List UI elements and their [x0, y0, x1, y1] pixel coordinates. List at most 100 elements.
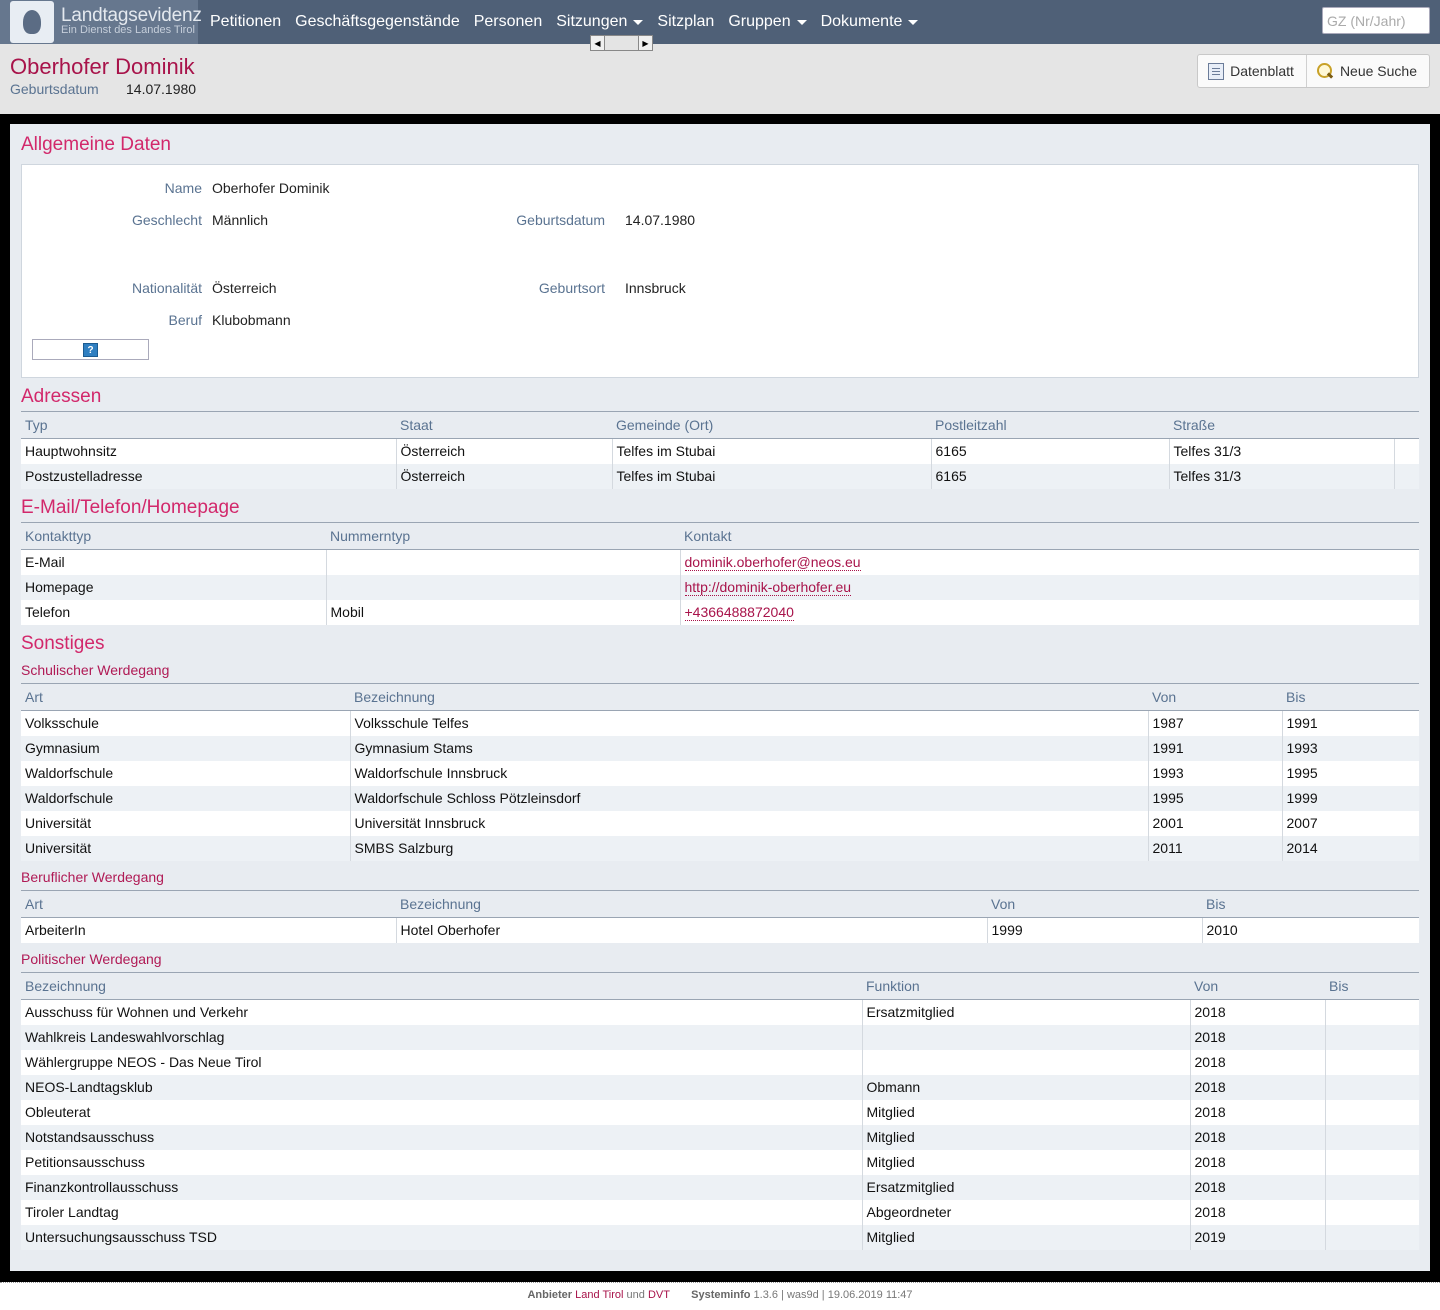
- contact-link[interactable]: +4366488872040: [684, 604, 794, 621]
- table-cell: Postzustelladresse: [21, 463, 397, 489]
- table-cell: Ausschuss für Wohnen und Verkehr: [21, 999, 863, 1025]
- table-cell: Universität: [21, 810, 351, 836]
- table-cell: http://dominik-oberhofer.eu: [680, 574, 1419, 600]
- column-header[interactable]: Bezeichnung: [350, 683, 1148, 711]
- table-cell: 2018: [1190, 1199, 1326, 1225]
- column-header[interactable]: Bis: [1325, 972, 1419, 1000]
- top-navbar: Landtagsevidenz Ein Dienst des Landes Ti…: [0, 0, 1440, 44]
- nav-item-label: Sitzungen: [556, 13, 628, 30]
- column-header[interactable]: Typ: [21, 411, 396, 439]
- nav-item-gruppen[interactable]: Gruppen: [721, 0, 813, 44]
- table-row: E-Mail dominik.oberhofer@neos.eu: [21, 549, 1419, 575]
- column-header[interactable]: Bis: [1202, 890, 1419, 918]
- column-header[interactable]: Postleitzahl: [931, 411, 1169, 439]
- column-header[interactable]: Bezeichnung: [396, 890, 987, 918]
- subsection-title-political: Politischer Werdegang: [21, 951, 162, 967]
- column-header[interactable]: Funktion: [862, 972, 1190, 1000]
- column-header[interactable]: Art: [21, 683, 350, 711]
- missing-image-icon: ?: [83, 343, 98, 357]
- datenblatt-button[interactable]: Datenblatt: [1198, 55, 1306, 87]
- table-cell: 1993: [1282, 735, 1419, 761]
- table-row: Postzustelladresse Österreich Telfes im St…: [21, 463, 1419, 489]
- table-cell: 1991: [1282, 710, 1419, 736]
- table-cell: Untersuchungsausschuss TSD: [21, 1224, 863, 1250]
- column-header[interactable]: Von: [987, 890, 1202, 918]
- column-header[interactable]: Nummerntyp: [326, 522, 680, 550]
- brand[interactable]: Landtagsevidenz Ein Dienst des Landes Ti…: [0, 0, 202, 44]
- section-title-contact: E-Mail/Telefon/Homepage: [21, 497, 240, 518]
- table-cell: Waldorfschule: [21, 785, 351, 811]
- column-header[interactable]: Bis: [1282, 683, 1419, 711]
- birthdate-label: Geburtsdatum: [516, 212, 605, 228]
- table-cell: [1325, 1224, 1419, 1250]
- nav-item-geschäftsgegenstände[interactable]: Geschäftsgegenstände: [288, 0, 467, 44]
- table-cell: Telfes im Stubai: [612, 438, 932, 464]
- table-cell: Obmann: [862, 1074, 1191, 1100]
- table-cell: Waldorfschule Schloss Pötzleinsdorf: [350, 785, 1149, 811]
- tirol-eagle-logo: [10, 1, 54, 43]
- page-title: Oberhofer Dominik: [10, 54, 195, 79]
- table-cell: Mobil: [326, 599, 681, 625]
- contact-link[interactable]: http://dominik-oberhofer.eu: [684, 579, 852, 596]
- scroll-right-arrow-icon[interactable]: ▶: [638, 35, 653, 51]
- nav-item-personen[interactable]: Personen: [467, 0, 550, 44]
- footer-systeminfo-link[interactable]: Systeminfo: [691, 1289, 751, 1301]
- column-header[interactable]: Gemeinde (Ort): [612, 411, 931, 439]
- horizontal-scroller[interactable]: ◀ ▶: [590, 35, 653, 52]
- column-header[interactable]: Straße: [1169, 411, 1394, 439]
- column-header[interactable]: Kontakt: [680, 522, 1419, 550]
- table-cell: [1325, 1074, 1419, 1100]
- career-table: Art Bezeichnung Von Bis ArbeiterIn Hotel Ober…: [21, 890, 1419, 943]
- nav-item-label: Personen: [473, 13, 543, 30]
- main-content: Allgemeine Daten Name Oberhofer Dominik …: [10, 124, 1430, 1271]
- column-header[interactable]: Bezeichnung: [21, 972, 862, 1000]
- nav-item-dokumente[interactable]: Dokumente: [814, 0, 926, 44]
- column-header[interactable]: Von: [1190, 972, 1325, 1000]
- table-row: Finanzkontrollausschuss Ersatzmitglied 201…: [21, 1174, 1419, 1200]
- table-header-row: Bezeichnung Funktion Von Bis: [21, 972, 1419, 1000]
- nav-item-sitzungen[interactable]: Sitzungen: [549, 0, 650, 44]
- table-cell: 1995: [1148, 785, 1283, 811]
- gender-label: Geschlecht: [131, 212, 202, 228]
- table-cell: Universität Innsbruck: [350, 810, 1149, 836]
- table-cell: Mitglied: [862, 1149, 1191, 1175]
- column-header[interactable]: Staat: [396, 411, 612, 439]
- scroll-track[interactable]: [605, 35, 638, 51]
- name-label: Name: [164, 180, 202, 196]
- table-cell: Finanzkontrollausschuss: [21, 1174, 863, 1200]
- subsection-title-school: Schulischer Werdegang: [21, 662, 170, 678]
- addresses-table: Typ Staat Gemeinde (Ort) Postleitzahl Straße…: [21, 411, 1419, 489]
- name-value: Oberhofer Dominik: [212, 180, 330, 196]
- table-cell: [1325, 1199, 1419, 1225]
- table-cell: 2014: [1282, 835, 1419, 861]
- table-cell: dominik.oberhofer@neos.eu: [680, 549, 1419, 575]
- column-header-spacer: [1394, 411, 1419, 439]
- footer-und: und: [626, 1289, 645, 1301]
- table-row: Gymnasium Gymnasium Stams 1991 1993: [21, 735, 1419, 761]
- nationality-value: Österreich: [212, 280, 277, 296]
- table-cell-spacer: [1394, 463, 1419, 489]
- table-row: Wählergruppe NEOS - Das Neue Tirol 2018: [21, 1049, 1419, 1075]
- table-cell: 2018: [1190, 1124, 1326, 1150]
- nav-item-petitionen[interactable]: Petitionen: [203, 0, 288, 44]
- column-header[interactable]: Von: [1148, 683, 1282, 711]
- scroll-left-arrow-icon[interactable]: ◀: [590, 35, 605, 51]
- gz-search-input[interactable]: [1322, 7, 1430, 34]
- contact-link[interactable]: dominik.oberhofer@neos.eu: [684, 554, 861, 572]
- table-cell: 2018: [1190, 1099, 1326, 1125]
- table-cell: 2018: [1190, 1024, 1326, 1050]
- nationality-label: Nationalität: [131, 280, 202, 296]
- nav-item-sitzplan[interactable]: Sitzplan: [650, 0, 721, 44]
- footer-version: 1.3.6 | was9d | 19.06.2019 11:47: [753, 1289, 913, 1301]
- neue-suche-button[interactable]: Neue Suche: [1305, 55, 1429, 87]
- table-cell: Waldorfschule Innsbruck: [350, 760, 1149, 786]
- table-cell: 2018: [1190, 1149, 1326, 1175]
- table-cell-spacer: [1394, 438, 1419, 464]
- brand-title: Landtagsevidenz: [61, 5, 202, 26]
- footer-link-dvt[interactable]: DVT: [647, 1289, 670, 1301]
- document-icon: [1208, 62, 1225, 80]
- column-header[interactable]: Kontakttyp: [21, 522, 326, 550]
- column-header[interactable]: Art: [21, 890, 396, 918]
- footer-link-land-tirol[interactable]: Land Tirol: [575, 1289, 624, 1301]
- table-cell: 1995: [1282, 760, 1419, 786]
